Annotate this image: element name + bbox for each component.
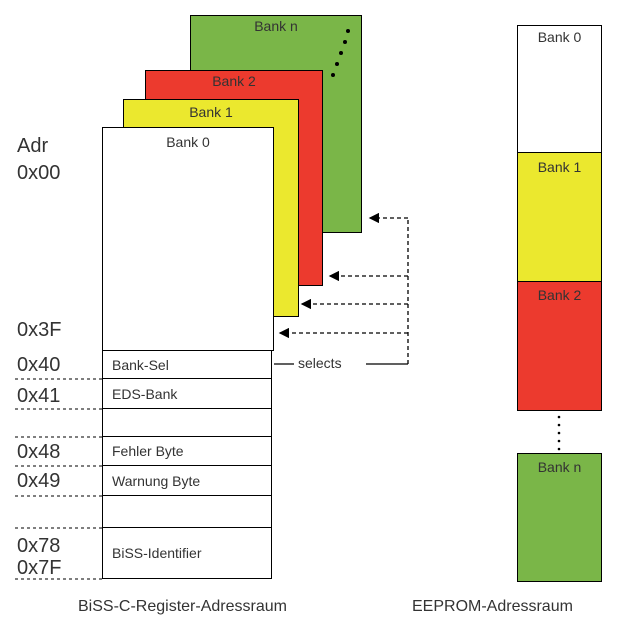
bank-0-label: Bank 0 — [166, 134, 210, 150]
row-warnung-label: Warnung Byte — [112, 472, 201, 489]
addr-title: Adr — [17, 135, 49, 157]
row-eds-bank: EDS-Bank — [102, 379, 272, 409]
row-bank-sel: Bank-Sel — [102, 350, 272, 379]
addr-0x40: 0x40 — [17, 354, 61, 376]
row-biss-label: BiSS-Identifier — [112, 545, 202, 561]
row-warnung-byte: Warnung Byte — [102, 466, 272, 496]
eeprom-bank-0-label: Bank 0 — [537, 29, 582, 45]
addr-0x7f: 0x7F — [17, 557, 62, 579]
eeprom-bank-2-label: Bank 2 — [537, 287, 582, 303]
eeprom-bank-n: Bank n — [517, 453, 602, 582]
row-eds-bank-label: EDS-Bank — [112, 385, 178, 402]
addr-0x78: 0x78 — [17, 535, 61, 557]
row-empty-2 — [102, 496, 272, 528]
selects-label: selects — [298, 355, 342, 371]
eeprom-bank-n-label: Bank n — [537, 459, 582, 475]
addr-0x41: 0x41 — [17, 385, 61, 407]
eeprom-bank-1: Bank 1 — [517, 152, 602, 283]
eeprom-bank-0: Bank 0 — [517, 25, 602, 154]
addr-0x49: 0x49 — [17, 470, 61, 492]
row-biss-identifier: BiSS-Identifier — [102, 528, 272, 579]
row-fehler-byte: Fehler Byte — [102, 437, 272, 466]
row-fehler-label: Fehler Byte — [112, 443, 184, 459]
bank-n-label: Bank n — [254, 18, 298, 34]
addr-0x00: 0x00 — [17, 162, 61, 184]
addr-0x48: 0x48 — [17, 441, 61, 463]
row-bank-sel-label: Bank-Sel — [112, 356, 169, 373]
eeprom-bank-1-label: Bank 1 — [537, 159, 582, 175]
addr-0x3f: 0x3F — [17, 319, 62, 341]
eeprom-space-caption: EEPROM-Adressraum — [412, 598, 573, 615]
eeprom-ellipsis — [557, 415, 561, 451]
row-empty-1 — [102, 409, 272, 437]
eeprom-bank-2: Bank 2 — [517, 281, 602, 411]
register-space-caption: BiSS-C-Register-Adressraum — [78, 598, 287, 615]
bank-0-page: Bank 0 — [102, 127, 274, 351]
bank-2-label: Bank 2 — [212, 73, 256, 89]
bank-n-ellipsis — [331, 29, 350, 77]
address-separators — [15, 378, 102, 580]
bank-1-label: Bank 1 — [189, 104, 233, 120]
